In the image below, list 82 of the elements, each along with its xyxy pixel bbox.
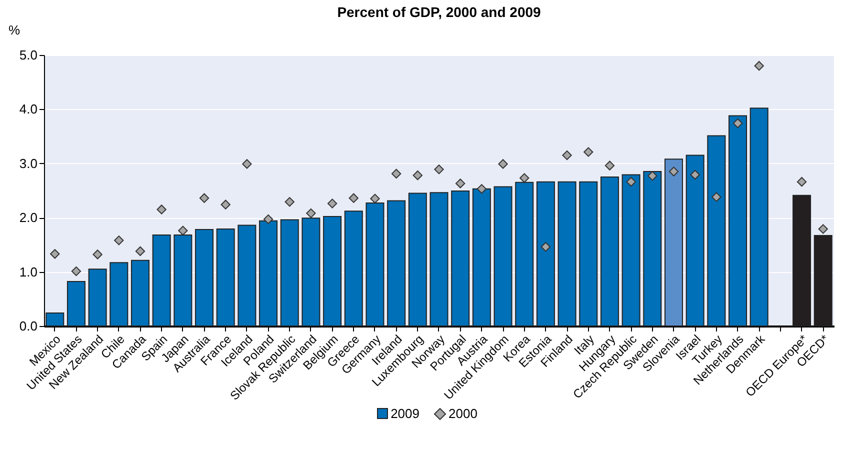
bar: [622, 174, 640, 326]
bar: [558, 181, 576, 326]
point: [178, 226, 188, 236]
y-tick-label: 3.0: [19, 156, 38, 171]
point: [199, 193, 210, 203]
point: [626, 177, 636, 187]
point: [540, 242, 551, 252]
bar: [238, 224, 256, 326]
bar: [344, 210, 363, 326]
point: [668, 166, 679, 176]
point: [796, 177, 807, 187]
bar: [195, 229, 214, 326]
y-tick-label: 5.0: [19, 48, 38, 62]
point: [156, 204, 166, 214]
point: [456, 178, 466, 188]
bar: [750, 108, 768, 326]
y-tick-label: 2.0: [19, 210, 38, 226]
y-tick-label: 4.0: [19, 102, 38, 117]
point: [498, 159, 508, 169]
bar: [600, 176, 619, 326]
y-tick-label: 1.0: [19, 264, 38, 280]
bar: [814, 234, 832, 326]
legend-label: 2000: [448, 406, 478, 421]
point: [604, 160, 615, 170]
y-axis-title: %: [8, 22, 20, 38]
point: [584, 147, 594, 157]
point: [242, 159, 252, 169]
point: [412, 170, 422, 180]
bar: [728, 115, 748, 326]
point: [370, 194, 380, 204]
bar: [451, 190, 470, 326]
point: [712, 192, 722, 202]
point: [476, 184, 487, 194]
point: [114, 236, 124, 246]
point: [690, 170, 700, 180]
bar: [366, 202, 384, 326]
y-tick-label: 0.0: [19, 318, 38, 334]
point: [348, 193, 358, 203]
point: [50, 249, 60, 259]
bar: [408, 192, 427, 326]
point: [92, 250, 102, 260]
bar: [110, 262, 128, 326]
point: [434, 164, 444, 174]
bar: [643, 171, 662, 326]
point: [391, 168, 402, 179]
bar: [494, 186, 512, 326]
bar: [302, 218, 320, 326]
bar: [46, 312, 64, 326]
bar: [686, 154, 704, 326]
point: [520, 173, 530, 183]
bar: [88, 268, 107, 326]
legend-label: 2009: [390, 406, 420, 421]
point: [818, 224, 828, 234]
point: [754, 61, 764, 71]
bar: [387, 200, 406, 326]
bar: [472, 188, 491, 326]
point: [220, 200, 230, 210]
point: [648, 171, 658, 181]
point: [732, 118, 743, 128]
point: [562, 150, 572, 160]
point: [306, 208, 316, 218]
bar: [536, 181, 555, 326]
bar: [579, 181, 598, 326]
bar: [152, 234, 171, 326]
bar: [792, 194, 812, 326]
bar: [664, 158, 683, 326]
bar: [174, 234, 192, 326]
chart-title: Percent of GDP, 2000 and 2009: [337, 4, 542, 20]
bar: [130, 260, 150, 326]
bar: [66, 281, 86, 326]
bar: [259, 220, 278, 326]
bar: [430, 192, 448, 326]
point: [71, 266, 82, 276]
bar: [280, 219, 299, 326]
bar: [323, 216, 342, 326]
point: [135, 246, 146, 256]
point: [284, 197, 294, 207]
point: [327, 198, 338, 208]
bar: [515, 182, 534, 326]
bar: [707, 135, 726, 326]
bar: [216, 228, 235, 326]
point: [263, 214, 274, 224]
